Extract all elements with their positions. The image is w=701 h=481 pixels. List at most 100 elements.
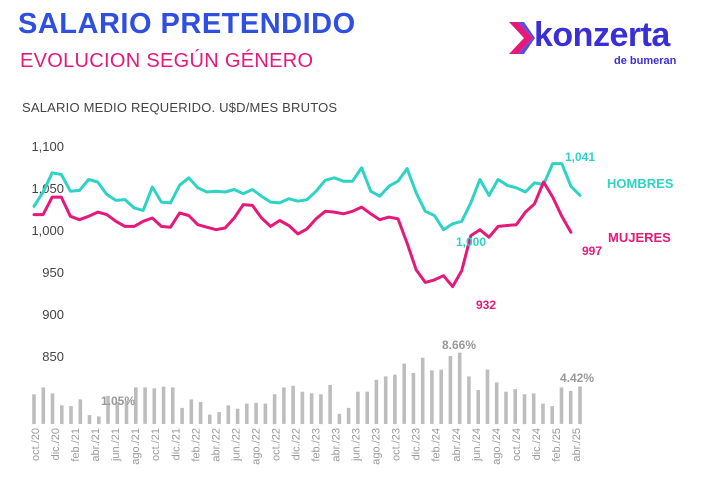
bar bbox=[217, 412, 221, 424]
x-tick-label: abr./23 bbox=[331, 428, 343, 462]
bar bbox=[254, 402, 258, 425]
bar bbox=[513, 389, 517, 424]
series-line-hombres bbox=[32, 162, 582, 232]
bar bbox=[356, 391, 360, 424]
bar bbox=[134, 387, 138, 424]
bar bbox=[531, 393, 536, 424]
x-tick-label: oct./20 bbox=[30, 428, 42, 461]
x-tick-label: dic./20 bbox=[50, 428, 62, 460]
bar bbox=[374, 379, 379, 424]
bar bbox=[448, 356, 453, 424]
bar bbox=[430, 370, 434, 424]
legend-mujeres: MUJERES bbox=[608, 230, 671, 245]
x-tick-label: oct./24 bbox=[511, 428, 523, 461]
page-subtitle: EVOLUCION SEGÚN GÉNERO bbox=[20, 50, 314, 72]
bar bbox=[319, 394, 323, 425]
bar bbox=[346, 407, 351, 424]
x-tick-label: oct./21 bbox=[150, 428, 162, 461]
bar bbox=[41, 387, 46, 424]
x-tick-label: ago./23 bbox=[371, 428, 383, 465]
bar bbox=[198, 401, 203, 424]
bar bbox=[485, 369, 490, 424]
x-tick-label: jun./21 bbox=[110, 428, 122, 462]
bar bbox=[69, 406, 73, 424]
x-tick-label: abr./22 bbox=[210, 428, 222, 462]
x-tick-label: dic./24 bbox=[531, 428, 543, 460]
x-tick-label: feb./21 bbox=[70, 428, 82, 462]
konzerta-logo: konzerta de bumeran bbox=[506, 16, 691, 76]
bar bbox=[282, 387, 286, 424]
x-tick-label: abr./21 bbox=[90, 428, 102, 462]
bar bbox=[50, 393, 55, 424]
logo-chevron-icon bbox=[509, 22, 535, 54]
bar bbox=[189, 399, 194, 424]
x-tick-label: jun./23 bbox=[351, 428, 363, 462]
bar bbox=[559, 387, 564, 424]
bar bbox=[152, 388, 157, 424]
bar bbox=[337, 413, 342, 424]
bar bbox=[124, 401, 129, 424]
bar bbox=[97, 416, 101, 425]
series-line-mujeres bbox=[32, 180, 573, 289]
bar bbox=[115, 401, 120, 424]
bar bbox=[420, 357, 425, 424]
bar bbox=[87, 415, 92, 424]
bar bbox=[60, 405, 64, 424]
y-tick-label: 950 bbox=[42, 265, 64, 280]
y-tick-label: 1,000 bbox=[31, 223, 64, 238]
legend-hombres: HOMBRES bbox=[607, 176, 674, 191]
bar bbox=[263, 403, 268, 424]
bar bbox=[226, 405, 231, 424]
x-tick-label: abr./25 bbox=[571, 428, 583, 462]
y-tick-label: 850 bbox=[42, 349, 64, 364]
annotation-label: 1,000 bbox=[456, 235, 486, 249]
bar bbox=[457, 352, 462, 424]
page-title: SALARIO PRETENDIDO bbox=[18, 8, 356, 40]
bar bbox=[291, 385, 295, 425]
bar bbox=[494, 382, 499, 425]
x-tick-label: oct./22 bbox=[270, 428, 282, 461]
logo-word: konzerta bbox=[534, 16, 670, 54]
bar bbox=[245, 403, 249, 424]
bar bbox=[208, 414, 212, 424]
annotation-label: 997 bbox=[582, 244, 602, 258]
x-tick-label: ago./21 bbox=[130, 428, 142, 465]
annotation-label: 4.42% bbox=[560, 371, 594, 385]
bar bbox=[328, 384, 332, 424]
x-tick-label: jun./24 bbox=[471, 428, 483, 462]
bar bbox=[106, 395, 110, 424]
bar bbox=[578, 386, 582, 424]
bar bbox=[78, 399, 83, 424]
x-tick-label: abr./24 bbox=[451, 428, 463, 462]
x-tick-label: feb./24 bbox=[431, 428, 443, 462]
annotation-label: 1,041 bbox=[565, 150, 595, 164]
bar bbox=[32, 394, 36, 425]
bar bbox=[467, 376, 471, 424]
bar bbox=[161, 386, 166, 424]
x-tick-label: feb./25 bbox=[551, 428, 563, 462]
x-tick-label: ago./24 bbox=[491, 428, 503, 465]
bar bbox=[143, 387, 147, 424]
x-tick-label: feb./23 bbox=[311, 428, 323, 462]
bar bbox=[550, 406, 554, 424]
bar bbox=[439, 369, 443, 424]
bar bbox=[235, 408, 240, 424]
bar bbox=[402, 363, 406, 424]
bar bbox=[383, 376, 388, 424]
y-tick-label: 1,050 bbox=[31, 181, 64, 196]
bar bbox=[541, 403, 545, 424]
bar bbox=[171, 387, 175, 424]
x-tick-label: jun./22 bbox=[230, 428, 242, 462]
logo-sub: de bumeran bbox=[614, 55, 677, 67]
x-tick-label: feb./22 bbox=[190, 428, 202, 462]
bar bbox=[522, 394, 527, 425]
y-tick-label: 1,100 bbox=[31, 139, 64, 154]
bar bbox=[180, 407, 184, 424]
bar bbox=[476, 390, 480, 424]
annotation-label: 8.66% bbox=[442, 338, 476, 352]
chart-unit-label: SALARIO MEDIO REQUERIDO. U$D/MES BRUTOS bbox=[22, 100, 338, 115]
x-tick-label: dic./21 bbox=[170, 428, 182, 460]
bar bbox=[504, 391, 508, 424]
bar bbox=[300, 391, 305, 424]
